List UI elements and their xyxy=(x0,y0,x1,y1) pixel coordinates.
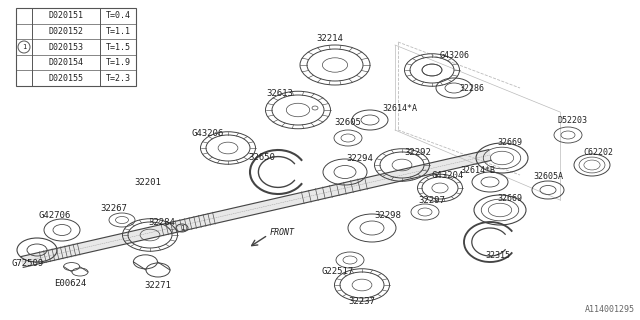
Text: 32237: 32237 xyxy=(349,298,376,307)
Text: 32614*A: 32614*A xyxy=(383,103,417,113)
Text: 32297: 32297 xyxy=(419,196,445,204)
Text: 1: 1 xyxy=(180,225,184,231)
Text: D020152: D020152 xyxy=(49,27,83,36)
Text: 32286: 32286 xyxy=(460,84,484,92)
Text: 32669: 32669 xyxy=(497,138,522,147)
Text: G43206: G43206 xyxy=(192,129,224,138)
Text: FRONT: FRONT xyxy=(270,228,295,236)
Text: 32267: 32267 xyxy=(100,204,127,212)
Text: G43204: G43204 xyxy=(432,171,464,180)
Text: 32650: 32650 xyxy=(248,153,275,162)
Text: 32605: 32605 xyxy=(335,117,362,126)
Text: 32284: 32284 xyxy=(148,218,175,227)
Text: T=0.4: T=0.4 xyxy=(106,11,131,20)
Text: T=2.3: T=2.3 xyxy=(106,74,131,83)
Text: G42706: G42706 xyxy=(39,211,71,220)
Text: D020153: D020153 xyxy=(49,43,83,52)
Text: D020154: D020154 xyxy=(49,58,83,67)
Text: D020155: D020155 xyxy=(49,74,83,83)
Text: 32669: 32669 xyxy=(497,194,522,203)
Text: C62202: C62202 xyxy=(583,148,613,156)
Text: 32292: 32292 xyxy=(404,148,431,156)
Bar xyxy=(16,8,136,86)
Text: T=1.5: T=1.5 xyxy=(106,43,131,52)
Text: A114001295: A114001295 xyxy=(585,305,635,314)
Text: D020151: D020151 xyxy=(49,11,83,20)
Polygon shape xyxy=(20,150,492,268)
Text: G43206: G43206 xyxy=(440,51,470,60)
Text: 32294: 32294 xyxy=(347,154,373,163)
Text: 32315: 32315 xyxy=(486,252,511,260)
Text: G72509: G72509 xyxy=(12,259,44,268)
Text: 32613: 32613 xyxy=(267,89,293,98)
Text: 32298: 32298 xyxy=(374,211,401,220)
Text: 32214: 32214 xyxy=(317,34,344,43)
Text: 32614*B: 32614*B xyxy=(461,165,495,174)
Text: 1: 1 xyxy=(22,44,26,50)
Text: T=1.1: T=1.1 xyxy=(106,27,131,36)
Text: D52203: D52203 xyxy=(557,116,587,124)
Text: T=1.9: T=1.9 xyxy=(106,58,131,67)
Text: G22517: G22517 xyxy=(322,268,354,276)
Text: 32201: 32201 xyxy=(134,178,161,187)
Text: E00624: E00624 xyxy=(54,278,86,287)
Text: 32271: 32271 xyxy=(145,281,172,290)
Text: 32605A: 32605A xyxy=(533,172,563,180)
